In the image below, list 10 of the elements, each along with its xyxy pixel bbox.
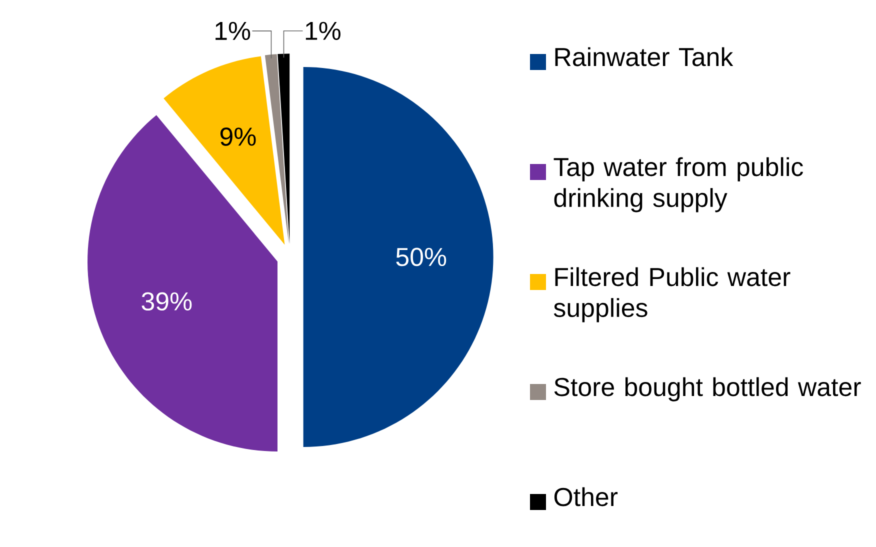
- data-label: 1%: [306, 22, 340, 40]
- legend-label: Store bought bottled water: [554, 377, 861, 402]
- legend-label: Filtered Public water supplies: [554, 267, 790, 322]
- legend-label: Rainwater Tank: [555, 47, 734, 66]
- data-label: 9%: [220, 127, 256, 146]
- data-label: 50%: [396, 248, 446, 266]
- data-label: 1%: [216, 22, 250, 40]
- legend-label: Other: [554, 487, 618, 506]
- legend-label: Tap water from public drinking supply: [554, 157, 803, 212]
- data-label: 39%: [142, 292, 192, 311]
